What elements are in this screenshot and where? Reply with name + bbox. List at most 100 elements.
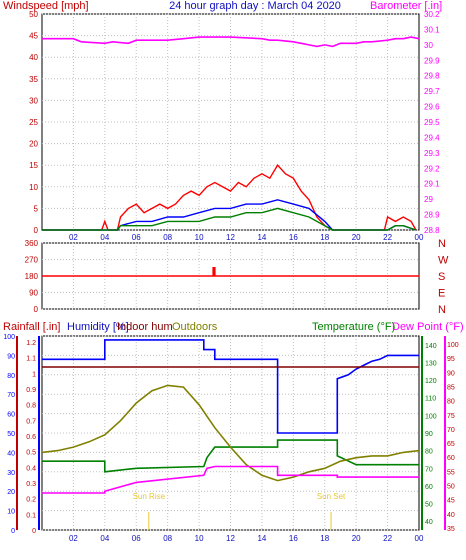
wind-direction-line [42,266,419,277]
y2-tick-label: 30.2 [424,10,440,19]
wind-y-ticks: 0 5 10 15 20 25 30 35 40 45 50 [29,10,38,235]
dew-point-tick-label: 85 [447,384,455,391]
direction-y-ticks: 0 90 180 270 360 [25,239,39,314]
humidity-tick-label: 50 [7,431,15,438]
barometer-y-ticks: 28.8 28.9 29 29.1 29.2 29.3 29.4 29.5 29.6 29.7 29… [424,10,440,235]
rainfall-tick-label: 1.2 [26,340,36,347]
temperature-tick-label: 70 [425,466,433,473]
dew-point-tick-label: 90 [447,370,455,377]
dew-point-tick-label: 50 [447,484,455,491]
humidity-tick-label: 10 [7,509,15,516]
temperature-tick-label: 60 [425,484,433,491]
humidity-tick-label: 60 [7,412,15,419]
y-tick-label: 0 [34,305,39,314]
x-tick-label: 02 [69,233,78,242]
x-tick-label: 18 [320,534,329,543]
x-tick-label: 00 [415,233,424,242]
sun-annotation-label: Sun Set [317,492,346,501]
y-tick-label: 45 [29,32,38,41]
temperature-line [42,439,419,473]
rainfall-tick-label: 0.1 [26,512,36,519]
y-tick-label: 270 [25,256,39,265]
wind-x-ticks: 02 04 06 08 10 12 14 16 18 20 22 00 [69,233,424,242]
humidity-tick-label: 80 [7,373,15,380]
y-tick-label: 0 [34,226,39,235]
rainfall-tick-label: 0.3 [26,481,36,488]
rainfall-tick-label: 0.2 [26,497,36,504]
rainfall-tick-label: 0.8 [26,403,36,410]
x-tick-label: 20 [352,233,361,242]
y-tick-label: 10 [29,183,38,192]
x-tick-label: 14 [257,233,266,242]
sun-annotations: Sun Rise Sun Set [133,492,346,530]
x-tick-label: 16 [289,534,298,543]
x-tick-label: 10 [195,534,204,543]
rainfall-tick-label: 1.1 [26,356,36,363]
dew-point-line [42,465,419,494]
compass-label: N [438,238,446,250]
barometer-line [42,36,420,48]
indoor-hum-label: Indoor hum [117,321,173,333]
x-tick-label: 16 [289,233,298,242]
y-tick-label: 50 [29,10,38,19]
humidity-tick-label: 70 [7,392,15,399]
temperature-tick-label: 50 [425,502,433,509]
climate-axes: 0 10 20 30 40 50 60 70 80 90 100 0 0.1 0.2 0.3 0.4 0.5 0.… [3,334,458,535]
y2-tick-label: 29.4 [424,133,440,142]
humidity-tick-label: 0 [11,528,15,535]
barometer-axis-label: Barometer [.in] [370,0,442,12]
temperature-tick-label: 120 [425,378,437,385]
temperature-tick-label: 140 [425,343,437,350]
x-tick-label: 14 [257,534,266,543]
y2-tick-label: 30 [424,41,433,50]
y2-tick-label: 29.7 [424,87,440,96]
rainfall-tick-label: 0.7 [26,418,36,425]
humidity-tick-label: 100 [3,334,15,341]
y2-tick-label: 28.8 [424,226,440,235]
dew-point-tick-label: 35 [447,526,455,533]
outdoor-temperature-line [41,384,420,482]
climate-series [41,339,420,494]
chart-title: 24 hour graph day : March 04 2020 [169,0,341,12]
dew-point-tick-label: 95 [447,356,455,363]
y2-tick-label: 28.9 [424,211,440,220]
rainfall-tick-label: 0.5 [26,450,36,457]
dew-point-tick-label: 70 [447,427,455,434]
dew-point-axis-label: Dew Point (°F) [392,321,464,333]
y-tick-label: 15 [29,161,38,170]
dew-point-tick-label: 40 [447,512,455,519]
dew-point-tick-label: 55 [447,469,455,476]
rainfall-tick-label: 0 [32,528,36,535]
rainfall-tick-label: 0.6 [26,434,36,441]
temperature-axis-label: Temperature (°F) [312,321,395,333]
y2-tick-label: 29.3 [424,149,440,158]
rainfall-tick-label: 1 [32,371,36,378]
temperature-tick-label: 80 [425,449,433,456]
x-tick-label: 08 [163,233,172,242]
outdoors-label: Outdoors [172,321,218,333]
direction-series [42,266,419,277]
compass-label: E [438,288,445,300]
dew-point-tick-label: 75 [447,413,455,420]
x-tick-label: 06 [132,534,141,543]
dew-point-tick-label: 45 [447,498,455,505]
y-tick-label: 30 [29,96,38,105]
x-tick-label: 02 [69,534,78,543]
y-tick-label: 360 [25,239,39,248]
compass-label: W [438,255,449,267]
climate-x-ticks: 02 04 06 08 10 12 14 16 18 20 22 00 [69,534,424,543]
humidity-axis-label: Humidity [%] [67,321,129,333]
compass-label: S [438,271,445,283]
temperature-tick-label: 90 [425,431,433,438]
y2-tick-label: 30.1 [424,25,440,34]
x-tick-label: 22 [383,534,392,543]
x-tick-label: 00 [415,534,424,543]
y2-tick-label: 29.6 [424,103,440,112]
humidity-tick-label: 90 [7,353,15,360]
temperature-tick-label: 110 [425,396,436,403]
y2-tick-label: 29.9 [424,56,440,65]
x-tick-label: 12 [226,534,235,543]
rainfall-tick-label: 0.4 [26,465,36,472]
y2-tick-label: 29.5 [424,118,440,127]
